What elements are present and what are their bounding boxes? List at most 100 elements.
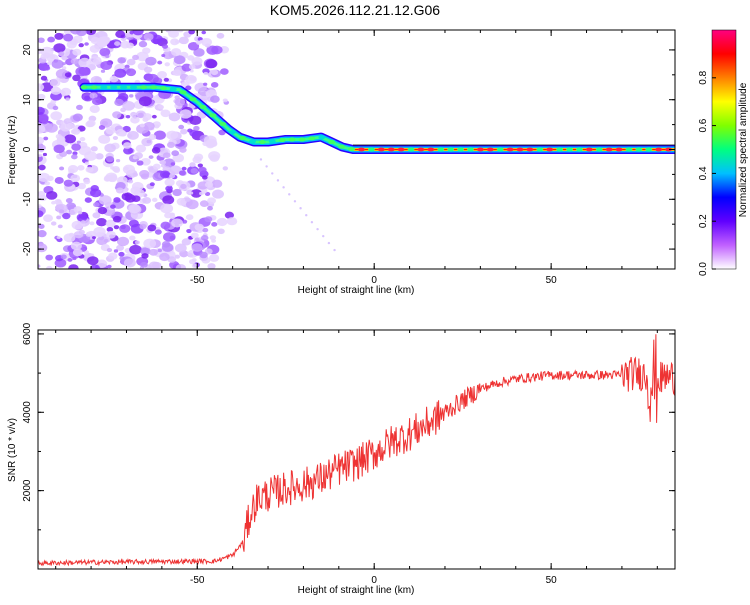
noise-blob — [127, 179, 134, 184]
noise-blob — [118, 251, 125, 257]
noise-blob — [108, 252, 118, 260]
ridge-blob — [387, 147, 395, 152]
noise-blob — [134, 240, 140, 245]
noise-blob — [222, 98, 228, 103]
noise-blob — [151, 146, 161, 154]
y-tick-label: 20 — [22, 44, 33, 56]
noise-blob — [76, 30, 87, 37]
noise-blob — [136, 160, 144, 166]
noise-blob — [71, 128, 81, 135]
noise-blob — [202, 227, 209, 233]
noise-blob — [145, 56, 157, 66]
noise-blob — [75, 66, 88, 77]
noise-blob — [190, 232, 199, 239]
noise-blob — [85, 121, 94, 128]
noise-blob — [53, 43, 66, 53]
noise-blob — [55, 68, 69, 79]
noise-blob — [72, 74, 81, 82]
noise-blob — [96, 217, 108, 227]
noise-blob — [181, 166, 187, 171]
ridge-blob — [179, 90, 187, 95]
noise-blob — [46, 175, 54, 182]
ridge-blob — [199, 104, 207, 109]
noise-blob — [160, 221, 171, 230]
noise-blob — [105, 126, 116, 135]
noise-blob — [199, 191, 204, 196]
noise-blob — [190, 168, 199, 174]
snr-background — [38, 330, 675, 569]
noise-blob — [46, 191, 58, 200]
noise-blob — [54, 176, 64, 184]
noise-blob — [199, 251, 208, 259]
noise-blob — [143, 33, 154, 41]
noise-blob — [38, 223, 45, 229]
streak-dot — [282, 186, 285, 189]
noise-blob — [123, 192, 129, 197]
spectrogram-xlabel: Height of straight line (km) — [298, 285, 415, 296]
ridge-blob — [258, 140, 266, 145]
noise-blob — [132, 54, 140, 61]
noise-blob — [99, 47, 111, 57]
ridge-blob — [645, 147, 653, 152]
noise-blob — [106, 226, 114, 233]
noise-blob — [197, 163, 203, 168]
noise-blob — [174, 254, 181, 259]
noise-blob — [122, 142, 132, 149]
noise-blob — [45, 123, 58, 133]
noise-blob — [84, 161, 90, 166]
noise-blob — [65, 197, 73, 204]
noise-blob — [115, 30, 126, 38]
x-tick-label: 50 — [546, 575, 558, 586]
ridge-blob — [139, 85, 147, 90]
ridge-blob — [625, 147, 633, 152]
noise-blob — [38, 136, 45, 145]
noise-blob — [66, 40, 77, 49]
noise-blob — [57, 224, 63, 229]
noise-blob — [90, 184, 99, 192]
noise-blob — [80, 220, 86, 224]
noise-blob — [83, 178, 91, 185]
noise-blob — [56, 215, 62, 220]
noise-blob — [142, 196, 152, 204]
noise-blob — [140, 247, 151, 256]
noise-blob — [43, 214, 54, 223]
noise-blob — [123, 146, 134, 155]
noise-blob — [194, 237, 200, 242]
noise-blob — [170, 212, 176, 217]
noise-blob — [207, 197, 217, 205]
noise-blob — [61, 55, 68, 61]
noise-blob — [211, 221, 218, 227]
y-tick-label: 10 — [22, 94, 33, 106]
snr-series — [38, 334, 675, 567]
noise-blob — [76, 104, 83, 110]
noise-blob — [64, 134, 77, 144]
noise-blob — [38, 93, 46, 101]
noise-blob — [141, 137, 153, 147]
noise-blob — [38, 124, 46, 134]
noise-blob — [171, 150, 180, 157]
ridge-blob — [466, 147, 474, 152]
noise-blob — [113, 225, 120, 230]
spectrogram-ticks: -50 0 50 -20 -10 0 10 20 — [22, 30, 675, 286]
noise-blob — [151, 114, 157, 119]
ridge-blob — [348, 147, 356, 152]
noise-blob — [106, 80, 111, 84]
ridge-blob — [457, 147, 465, 152]
noise-blob — [84, 42, 89, 46]
noise-blob — [40, 46, 54, 57]
ridge-blob — [665, 147, 673, 152]
noise-blob — [211, 45, 223, 55]
noise-blob — [188, 259, 196, 265]
noise-blob — [38, 83, 45, 91]
noise-blob — [84, 197, 92, 203]
noise-blob — [154, 229, 162, 235]
noise-blob — [163, 77, 170, 82]
noise-blob — [50, 221, 57, 226]
noise-blob — [68, 232, 75, 237]
noise-blob — [193, 48, 205, 57]
streak-dot — [299, 207, 302, 210]
y-tick-label: 6000 — [22, 322, 33, 345]
noise-blob — [189, 69, 194, 73]
noise-blob — [191, 263, 198, 268]
colorbar-gradient — [712, 30, 736, 269]
